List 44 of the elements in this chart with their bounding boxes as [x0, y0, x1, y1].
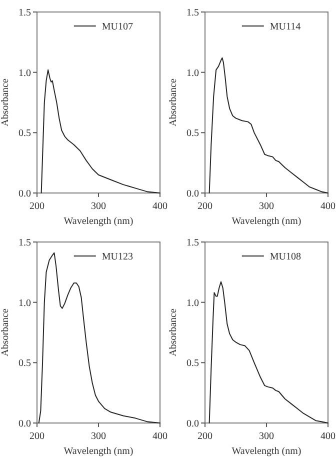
line-series: [208, 281, 328, 424]
y-tick-label: 0.0: [18, 188, 31, 200]
x-tick-label: 300: [91, 431, 106, 442]
x-tick-label: 200: [198, 201, 212, 212]
x-tick-label: 400: [320, 201, 336, 212]
y-axis-title: Absorbance: [168, 308, 179, 356]
x-tick-label: 400: [152, 431, 168, 442]
x-axis-title: Wavelength (nm): [64, 446, 134, 457]
line-series: [38, 252, 160, 424]
x-tick-label: 200: [198, 431, 212, 442]
y-tick-label: 1.5: [18, 8, 31, 18]
x-tick-label: 300: [259, 431, 274, 442]
y-tick-label: 0.0: [186, 418, 199, 430]
x-axis-title: Wavelength (nm): [232, 446, 302, 457]
y-axis-title: Absorbance: [0, 308, 11, 356]
x-tick-label: 300: [91, 201, 106, 212]
y-tick-label: 0.0: [18, 418, 31, 430]
legend-label: MU107: [102, 22, 134, 32]
y-tick-label: 0.0: [186, 188, 199, 200]
x-tick-label: 300: [259, 201, 274, 212]
y-tick-label: 1.0: [186, 68, 199, 79]
legend-label: MU114: [270, 22, 301, 32]
y-axis-title: Absorbance: [0, 78, 11, 126]
y-tick-label: 0.5: [18, 358, 31, 370]
y-tick-label: 1.0: [18, 68, 31, 79]
y-tick-label: 1.5: [186, 8, 199, 18]
y-tick-label: 1.0: [186, 298, 199, 309]
y-tick-label: 0.5: [18, 128, 31, 140]
y-tick-label: 1.5: [18, 238, 31, 248]
line-series: [208, 57, 328, 194]
legend-label: MU123: [102, 252, 134, 262]
y-tick-label: 0.5: [186, 358, 199, 370]
x-tick-label: 200: [30, 431, 44, 442]
legend-label: MU108: [270, 252, 302, 262]
x-axis-title: Wavelength (nm): [232, 216, 302, 227]
x-tick-label: 400: [320, 431, 336, 442]
x-axis-title: Wavelength (nm): [64, 216, 134, 227]
y-tick-label: 1.0: [18, 298, 31, 309]
y-tick-label: 0.5: [186, 128, 199, 140]
x-tick-label: 200: [30, 201, 44, 212]
x-tick-label: 400: [152, 201, 168, 212]
y-axis-title: Absorbance: [168, 78, 179, 126]
line-series: [40, 69, 160, 194]
y-tick-label: 1.5: [186, 238, 199, 248]
